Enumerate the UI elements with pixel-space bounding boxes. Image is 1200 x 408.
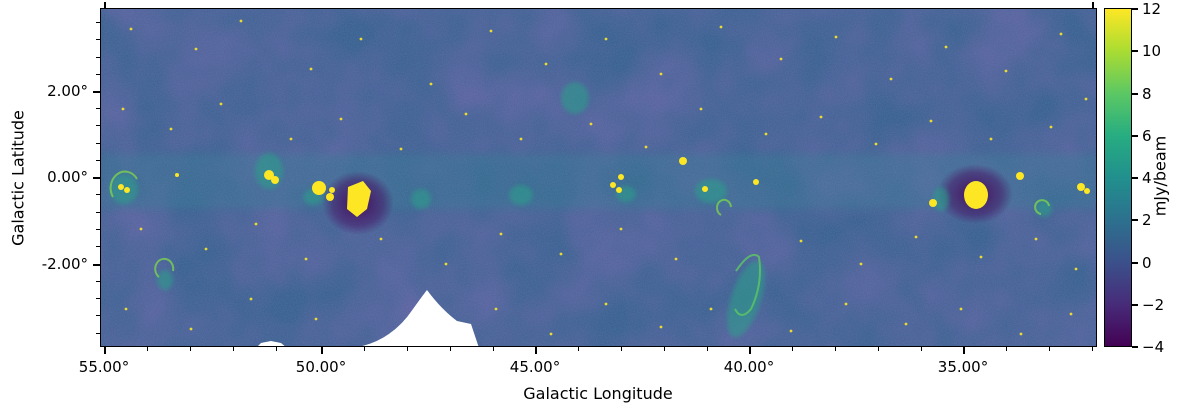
colorbar-tick — [1132, 135, 1138, 137]
y-tick-label: 2.00° — [47, 82, 88, 100]
colorbar-tick — [1132, 304, 1138, 306]
colorbar-tick-label: 6 — [1142, 127, 1152, 145]
colorbar-tick-label: 12 — [1142, 0, 1162, 18]
y-tick-minor — [96, 74, 100, 75]
colorbar-tick-label: −2 — [1142, 296, 1165, 314]
colorbar-tick — [1132, 346, 1138, 348]
x-tick-minor — [878, 347, 879, 351]
y-tick-minor — [96, 212, 100, 213]
top-tick — [104, 2, 106, 8]
coverage-gap — [258, 290, 479, 346]
y-tick-major — [93, 91, 100, 93]
x-tick-minor — [233, 347, 234, 351]
x-tick-minor — [792, 347, 793, 351]
x-tick-minor — [493, 347, 494, 351]
x-tick-label: 45.00° — [509, 358, 561, 376]
colorbar-label: mJy/beam — [1150, 135, 1170, 217]
y-axis-label: Galactic Latitude — [8, 110, 28, 246]
y-tick-minor — [96, 194, 100, 195]
x-tick-minor — [1006, 347, 1007, 351]
x-tick-minor — [364, 347, 365, 351]
colorbar-tick-label: 2 — [1142, 211, 1152, 229]
x-tick-major — [749, 347, 751, 354]
y-tick-minor — [96, 246, 100, 247]
colorbar-tick — [1132, 8, 1138, 10]
x-tick-minor — [621, 347, 622, 351]
x-tick-minor — [1049, 347, 1050, 351]
colorbar-tick — [1132, 177, 1138, 179]
y-tick-minor — [96, 333, 100, 334]
y-tick-minor — [96, 298, 100, 299]
x-tick-major — [104, 347, 106, 354]
colorbar-tick-label: 4 — [1142, 169, 1152, 187]
top-tick — [1092, 2, 1094, 8]
y-tick-minor — [96, 22, 100, 23]
colorbar — [1104, 8, 1132, 347]
y-tick-minor — [96, 108, 100, 109]
y-tick-minor — [96, 143, 100, 144]
y-tick-minor — [96, 57, 100, 58]
y-tick-minor — [96, 229, 100, 230]
x-tick-label: 50.00° — [295, 358, 347, 376]
y-tick-minor — [96, 315, 100, 316]
x-tick-label: 35.00° — [937, 358, 989, 376]
x-tick-minor — [276, 347, 277, 351]
x-tick-minor — [835, 347, 836, 351]
colorbar-tick — [1132, 262, 1138, 264]
x-tick-major — [535, 347, 537, 354]
colorbar-tick — [1132, 50, 1138, 52]
colorbar-tick-label: −4 — [1142, 338, 1165, 356]
x-tick-label: 55.00° — [78, 358, 130, 376]
y-tick-major — [93, 177, 100, 179]
y-tick-minor — [96, 160, 100, 161]
x-tick-minor — [1092, 347, 1093, 351]
colorbar-tick-label: 10 — [1142, 42, 1162, 60]
map-image — [101, 9, 1096, 346]
y-tick-label: -2.00° — [41, 255, 88, 273]
colorbar-tick-label: 0 — [1142, 254, 1152, 272]
x-axis-label: Galactic Longitude — [523, 384, 673, 403]
colorbar-tick-label: 8 — [1142, 85, 1152, 103]
x-tick-label: 40.00° — [723, 358, 775, 376]
radio-continuum-map — [100, 8, 1097, 347]
x-tick-minor — [664, 347, 665, 351]
x-tick-minor — [407, 347, 408, 351]
x-tick-minor — [147, 347, 148, 351]
x-tick-minor — [707, 347, 708, 351]
x-tick-major — [963, 347, 965, 354]
y-tick-major — [93, 264, 100, 266]
x-tick-major — [321, 347, 323, 354]
colorbar-tick — [1132, 93, 1138, 95]
x-tick-minor — [578, 347, 579, 351]
y-tick-label: 0.00° — [47, 168, 88, 186]
colorbar-tick — [1132, 219, 1138, 221]
y-tick-minor — [96, 39, 100, 40]
x-tick-minor — [450, 347, 451, 351]
x-tick-minor — [190, 347, 191, 351]
y-tick-minor — [96, 281, 100, 282]
x-tick-minor — [921, 347, 922, 351]
y-tick-minor — [96, 125, 100, 126]
